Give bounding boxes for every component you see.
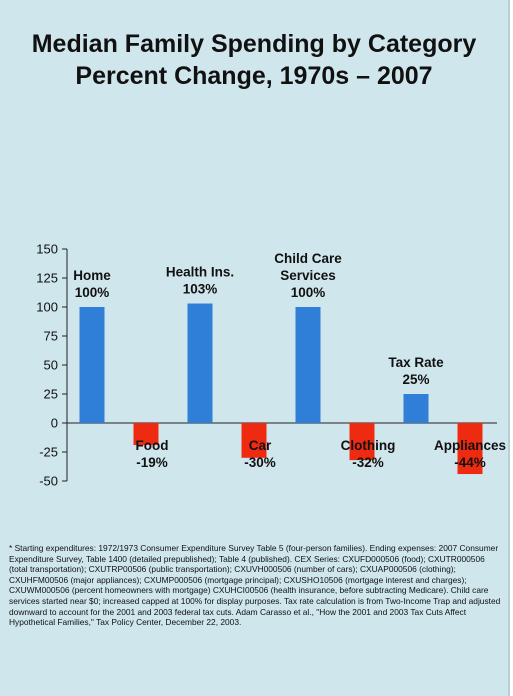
data-labels: Home 100% Food -19% Health Ins. 103% Car -30% Ch…: [73, 251, 506, 470]
bar-category-label: Home: [73, 268, 111, 283]
bar: [241, 423, 267, 458]
bar-category-label: Tax Rate: [388, 355, 444, 370]
bar-category-label: Food: [136, 438, 169, 453]
bar-value-label: 25%: [402, 372, 429, 387]
bar: [403, 394, 429, 423]
bar: [79, 307, 105, 423]
y-tick-label: 150: [36, 242, 58, 257]
bar-category-label: Appliances: [434, 438, 506, 453]
chart-title-line-2: Percent Change, 1970s – 2007: [75, 62, 433, 90]
bar-value-label: -30%: [244, 455, 276, 470]
y-tick-label: 50: [44, 358, 58, 373]
chart-title-line-1: Median Family Spending by Category: [31, 30, 477, 58]
bar: [133, 423, 159, 446]
y-tick-label: 0: [51, 416, 58, 431]
bar-category-label: Clothing: [341, 438, 396, 453]
bar-value-label: -19%: [136, 455, 168, 470]
bar: [457, 423, 483, 475]
bar: [349, 423, 375, 461]
bar-value-label: -32%: [352, 455, 384, 470]
bars: [79, 303, 483, 475]
bar-category-label: Health Ins.: [166, 265, 234, 280]
bar: [295, 307, 321, 423]
bar-value-label: 103%: [183, 282, 218, 297]
y-tick-label: -50: [39, 474, 58, 489]
bar-value-label: -44%: [454, 455, 486, 470]
y-tick-label: 75: [44, 329, 58, 344]
bar-value-label: 100%: [291, 285, 326, 300]
y-axis: 150 125 100 75 50 25 0 -25 -50: [36, 242, 497, 489]
bar-value-label: 100%: [75, 285, 110, 300]
bar-category-label: Car: [249, 438, 272, 453]
bar-category-label: Child Care: [274, 251, 342, 266]
y-tick-label: -25: [39, 445, 58, 460]
bar-category-label: Services: [280, 268, 336, 283]
y-tick-label: 100: [36, 300, 58, 315]
y-tick-label: 25: [44, 387, 58, 402]
footnote: * Starting expenditures: 1972/1973 Consu…: [9, 543, 501, 628]
bar: [187, 303, 213, 423]
y-tick-label: 125: [36, 271, 58, 286]
